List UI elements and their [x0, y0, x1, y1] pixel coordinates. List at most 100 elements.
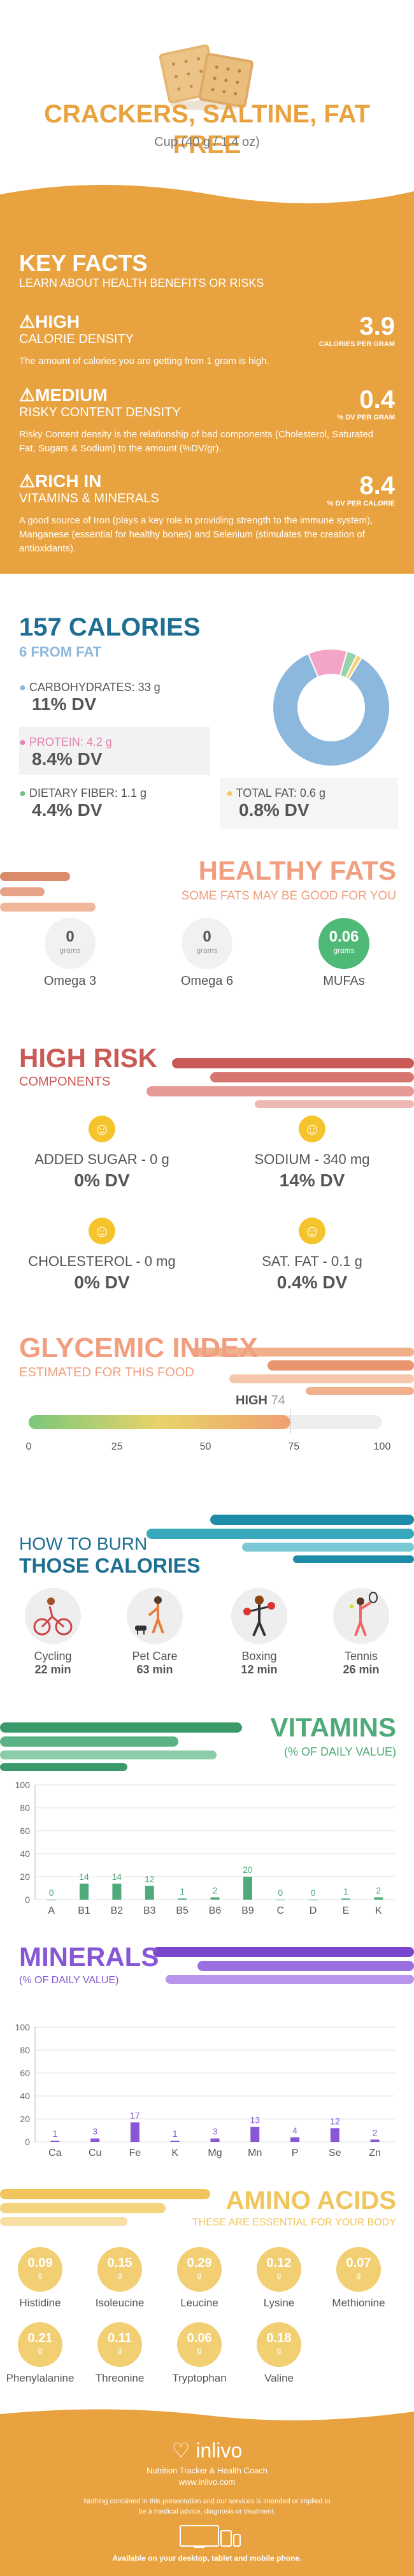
glycemic-title: GLYCEMIC INDEX — [19, 1332, 258, 1364]
risk-added-sugar: ☺ ADDED SUGAR - 0 g 0% DV — [13, 1116, 191, 1191]
header-section: CRACKERS, SALTINE, FAT FREE Cup (40 g / … — [0, 0, 414, 217]
amino-unit: g — [356, 2271, 361, 2280]
vitamin-category-label: B9 — [241, 1905, 254, 1916]
minerals-subtitle: (% OF DAILY VALUE) — [19, 1975, 119, 1986]
healthy-fats-section: HEALTHY FATS SOME FATS MAY BE GOOD FOR Y… — [0, 835, 414, 1026]
fact-level: RICH IN — [35, 471, 102, 491]
amino-circle: 0.21 g — [18, 2322, 62, 2367]
warning-icon: ⚠ — [19, 471, 36, 491]
high-risk-stripes — [146, 1058, 414, 1108]
macro-fat: ● TOTAL FAT: 0.6 g 0.8% DV — [220, 778, 398, 829]
risk-label: ADDED SUGAR - 0 g — [34, 1151, 169, 1167]
burn-title-2: THOSE CALORIES — [19, 1554, 201, 1577]
vitamins-bar-chart: 0204060801000A14B114B212B31B52B620B90C0D… — [15, 1780, 395, 1916]
fat-value: 0 — [66, 928, 75, 945]
footer-wave — [0, 2403, 414, 2420]
amino-name: Histidine — [19, 2297, 61, 2309]
amino-unit: g — [38, 2271, 43, 2280]
vitamin-value-label: 1 — [343, 1886, 348, 1896]
vitamin-bar-b5 — [178, 1898, 187, 1900]
burn-pet-care: Pet Care 63 min — [113, 1587, 196, 1677]
footer-disclaimer: Nothing contained in this presentation a… — [83, 2498, 331, 2515]
amino-circle: 0.07 g — [336, 2247, 381, 2292]
gi-marker-label: HIGH 74 — [236, 1394, 285, 1408]
mineral-y-tick: 20 — [20, 2114, 30, 2124]
boxing-icon — [231, 1588, 287, 1644]
amino-item-phenylalanine: 0.21 g Phenylalanine — [5, 2322, 75, 2385]
amino-circle: 0.29 g — [177, 2247, 222, 2292]
gi-tick: 50 — [200, 1441, 211, 1452]
amino-unit: g — [117, 2271, 122, 2280]
amino-name: Tryptophan — [172, 2372, 227, 2384]
vitamin-y-tick: 60 — [20, 1826, 30, 1836]
vitamin-value-label: 2 — [213, 1885, 218, 1895]
burn-name: Cycling — [34, 1650, 72, 1663]
vitamin-category-label: E — [343, 1905, 350, 1916]
amino-name: Phenylalanine — [6, 2372, 75, 2384]
amino-item-valine: 0.18 g Valine — [244, 2322, 314, 2385]
vitamin-bar-k — [374, 1897, 383, 1900]
burn-stripes — [146, 1515, 414, 1563]
vitamins-stripes — [0, 1722, 242, 1771]
amino-circle: 0.15 g — [97, 2247, 142, 2292]
mineral-category-label: Zn — [369, 2148, 381, 2158]
amino-unit: g — [197, 2346, 202, 2355]
calories-section: 157 CALORIES 6 FROM FAT ● CARBOHYDRATES:… — [0, 574, 414, 835]
risk-label: SAT. FAT - 0.1 g — [262, 1253, 362, 1269]
gi-value: 74 — [271, 1394, 285, 1408]
burn-time: 22 min — [34, 1663, 71, 1676]
mineral-value-label: 13 — [250, 2115, 260, 2125]
vitamin-category-label: K — [375, 1905, 382, 1916]
fact-calorie-density: ⚠HIGH CALORIE DENSITY 3.9 CALORIES PER G… — [19, 312, 395, 368]
devices-icon — [180, 2525, 241, 2548]
amino-name: Methionine — [332, 2297, 385, 2309]
amino-name: Lysine — [263, 2297, 295, 2309]
risk-label: SODIUM - 340 mg — [254, 1151, 370, 1167]
mineral-bar-se — [330, 2128, 339, 2142]
smiley-icon: ☺ — [89, 1218, 115, 1244]
fact-level: MEDIUM — [35, 385, 108, 405]
vitamin-category-label: B3 — [143, 1905, 156, 1916]
amino-item-tryptophan: 0.06 g Tryptophan — [164, 2322, 234, 2385]
footer-brand-row: ♡ inlivo — [0, 2438, 414, 2463]
vitamin-category-label: A — [48, 1905, 55, 1916]
amino-unit: g — [276, 2271, 282, 2280]
donut-slice-carbohydrates — [272, 653, 390, 767]
gi-scale: 0 25 50 75 100 — [26, 1409, 391, 1452]
mineral-bar-p — [290, 2137, 300, 2142]
burn-name: Pet Care — [132, 1650, 178, 1663]
mineral-bar-mg — [210, 2138, 220, 2142]
mineral-value-label: 4 — [292, 2125, 297, 2136]
vitamin-bar-e — [341, 1898, 350, 1900]
healthy-fats-subtitle: SOME FATS MAY BE GOOD FOR YOU — [181, 889, 396, 903]
amino-unit: g — [276, 2346, 282, 2355]
minerals-bar-chart: 0 20 40 60 80 100 1 Ca 3 Cu 17 Fe 1 K 3 Mg 13 Mn 4 P 12 Se 2 Zn — [15, 2022, 395, 2158]
amino-item-methionine: 0.07 g Methionine — [324, 2247, 394, 2310]
macro-dv: 8.4% DV — [32, 749, 103, 769]
calories-title: 157 CALORIES — [19, 613, 201, 641]
vitamin-bar-b9 — [243, 1877, 252, 1900]
fact-unit: % DV PER GRAM — [337, 414, 395, 421]
vitamin-category-label: B1 — [78, 1905, 90, 1916]
mineral-category-label: Cu — [89, 2148, 101, 2158]
mineral-bar-mn — [250, 2127, 260, 2142]
healthy-fats-stripes — [0, 872, 96, 912]
amino-value: 0.06 — [187, 2331, 212, 2345]
fat-omega3: 0 grams Omega 3 — [25, 918, 115, 989]
mineral-y-tick: 60 — [20, 2068, 30, 2078]
footer-url[interactable]: www.inlivo.com — [178, 2477, 236, 2487]
burn-time: 12 min — [241, 1663, 278, 1676]
mineral-category-label: Mg — [208, 2148, 222, 2158]
glycemic-stripes — [191, 1348, 414, 1395]
risk-dv: 0% DV — [74, 1272, 130, 1292]
amino-item-histidine: 0.09 g Histidine — [5, 2247, 75, 2310]
mineral-category-label: Fe — [129, 2148, 141, 2158]
vitamin-y-tick: 40 — [20, 1849, 30, 1859]
vitamin-category-label: B5 — [176, 1905, 189, 1916]
smiley-icon: ☺ — [299, 1116, 325, 1142]
gi-tick: 100 — [374, 1441, 391, 1452]
vitamin-value-label: 12 — [145, 1874, 155, 1884]
fact-label: CALORIE DENSITY — [19, 332, 134, 346]
fact-vitamins-minerals: ⚠RICH IN VITAMINS & MINERALS 8.4 % DV PE… — [19, 472, 395, 556]
burn-cycling: Cycling 22 min — [11, 1587, 94, 1677]
